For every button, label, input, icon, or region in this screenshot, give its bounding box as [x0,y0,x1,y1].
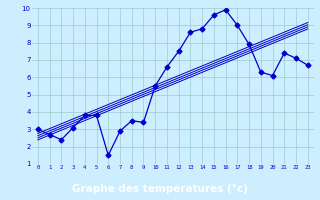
Text: Graphe des températures (°c): Graphe des températures (°c) [72,183,248,194]
